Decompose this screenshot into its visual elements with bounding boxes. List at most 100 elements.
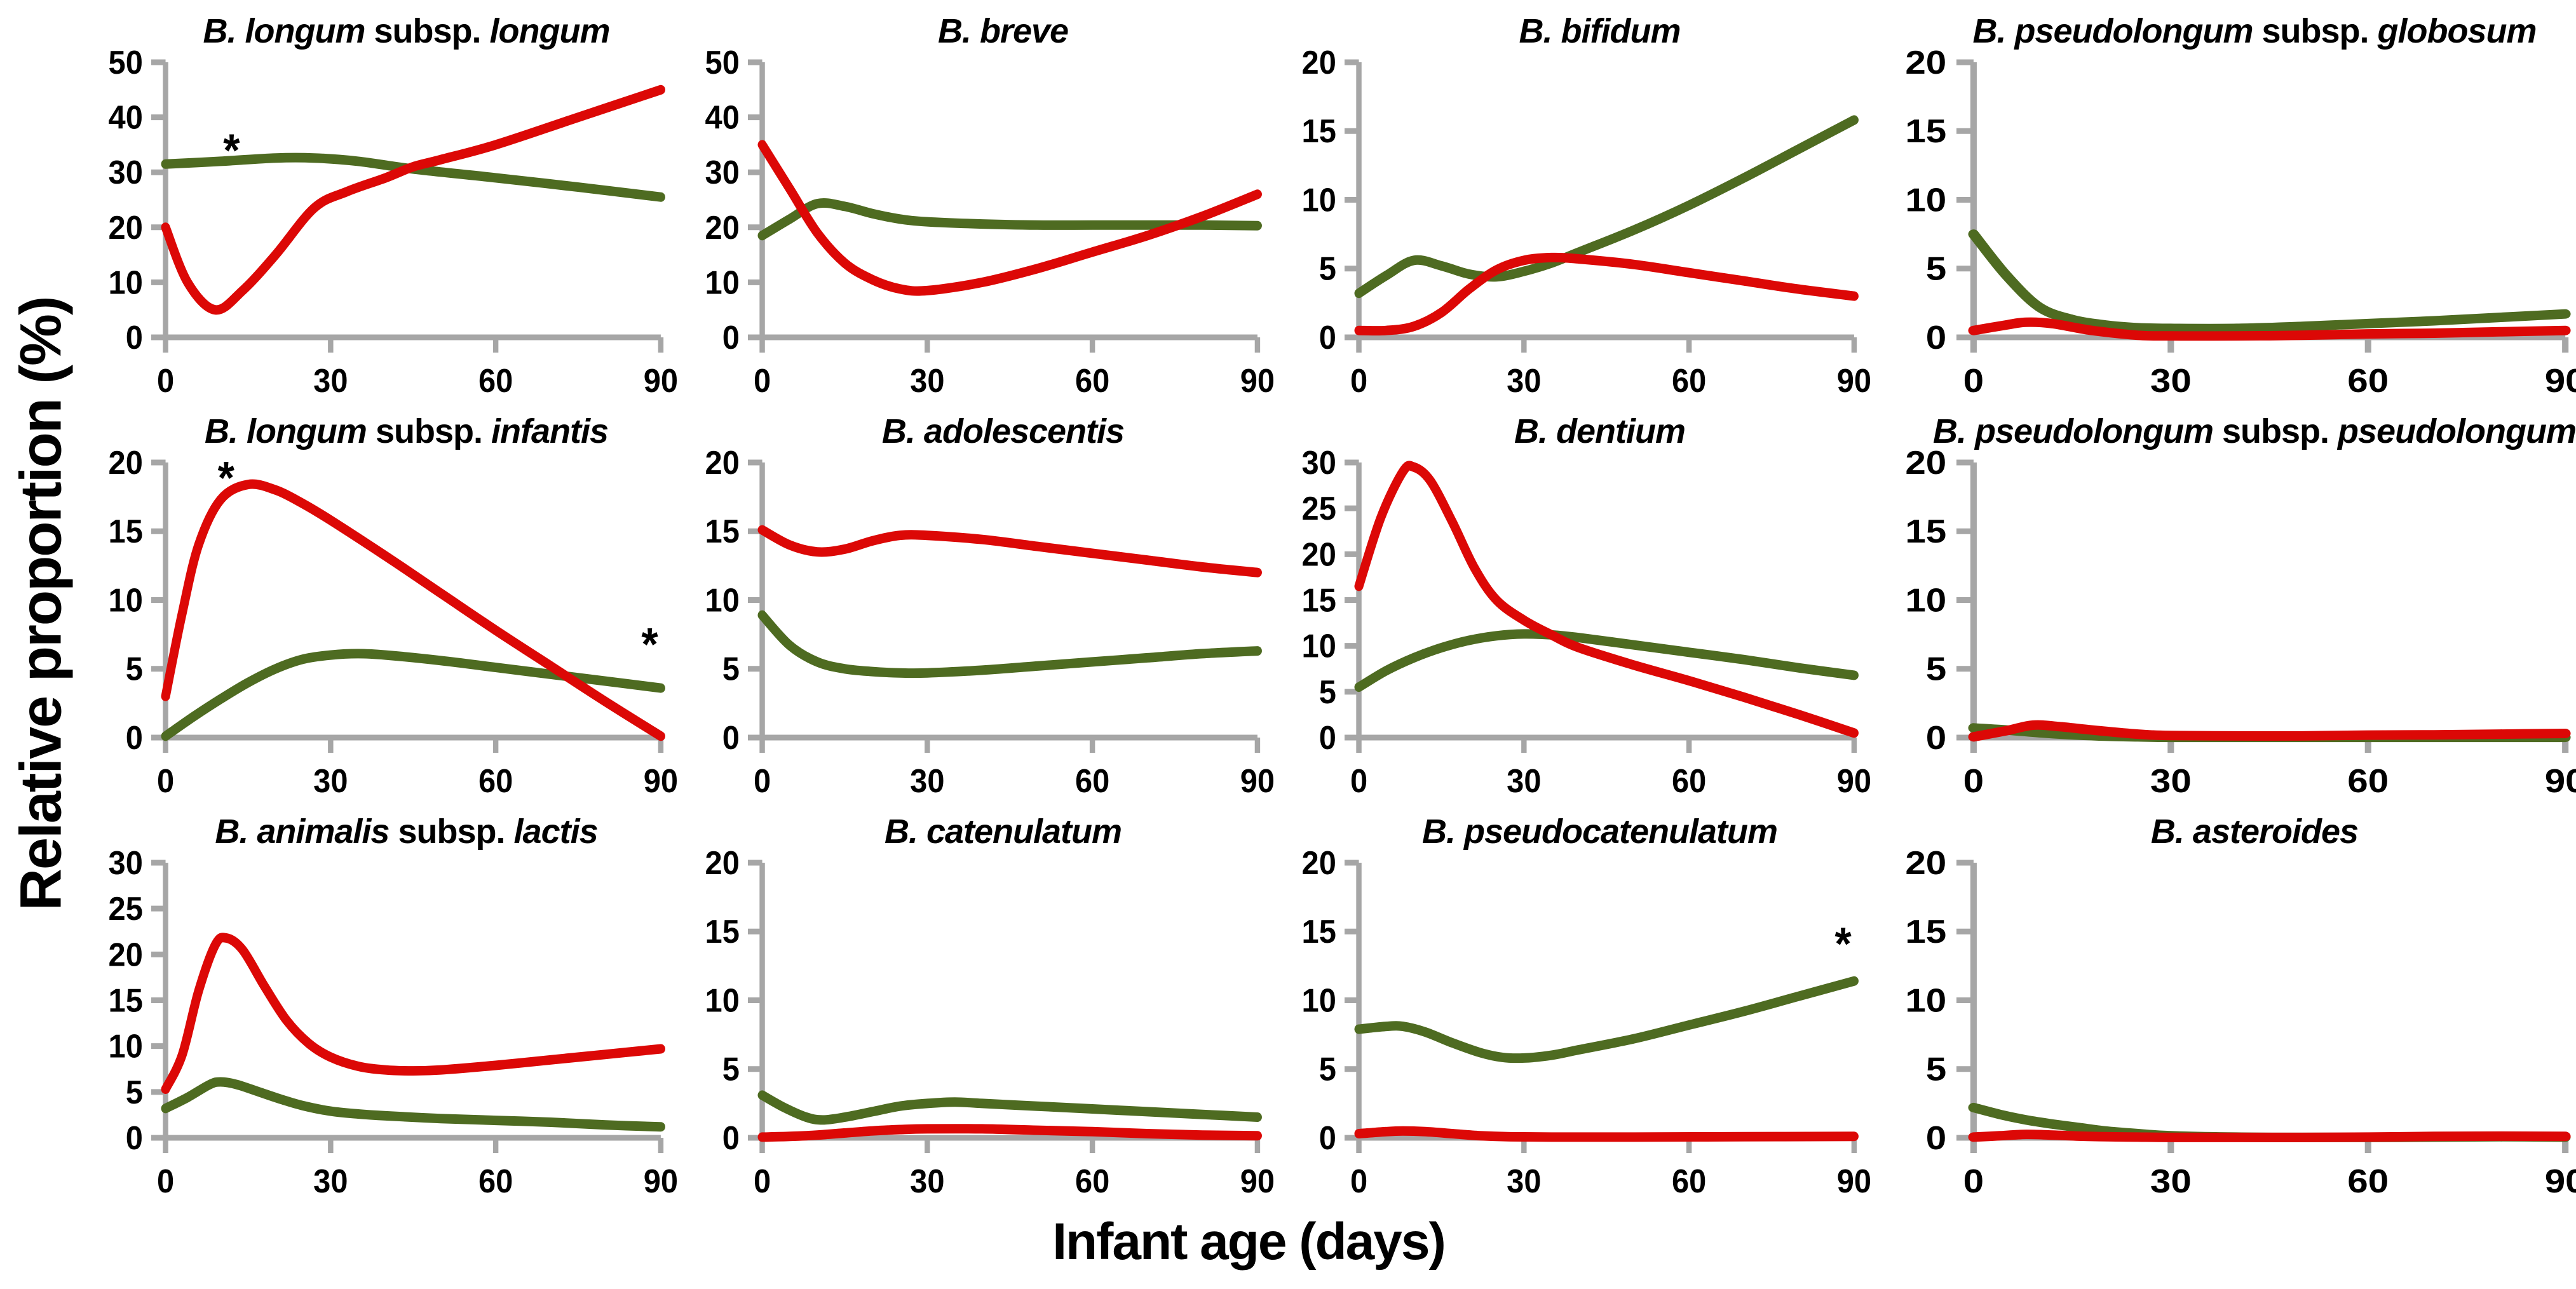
svg-text:10: 10 (1905, 982, 1946, 1018)
panel-title-subsp: subsp. (375, 412, 483, 450)
panel-title-species: B. pseudocatenulatum (1421, 813, 1778, 851)
svg-text:0: 0 (1926, 319, 1946, 356)
panel-title-subspecies: lactis (513, 813, 599, 851)
panel-title: B. breve (670, 5, 1266, 55)
svg-text:30: 30 (910, 762, 944, 800)
panel-title-subsp: subsp. (374, 12, 481, 50)
svg-text:20: 20 (1302, 44, 1336, 81)
svg-text:0: 0 (1926, 719, 1946, 756)
svg-text:20: 20 (1302, 844, 1336, 882)
panel-title-species: B. longum (203, 12, 366, 50)
svg-text:60: 60 (1075, 362, 1109, 400)
svg-text:30: 30 (1507, 1163, 1541, 1200)
panel-title: B. animalis subsp. lactis (73, 806, 670, 855)
panel-title-species: B. catenulatum (884, 813, 1122, 851)
chart-panel: B. catenulatum 0 5 10 15 20 0 30 60 90 (670, 806, 1275, 1206)
svg-text:60: 60 (2347, 1163, 2389, 1199)
svg-text:30: 30 (910, 362, 944, 400)
panel-title-species: B. asteroides (2150, 813, 2359, 851)
panel-title-subsp: subsp. (2261, 12, 2369, 50)
svg-text:*: * (223, 125, 240, 176)
chart-panel: B. longum subsp. infantis 0 5 10 15 20 0 30 60 9… (73, 405, 679, 806)
svg-text:90: 90 (2545, 762, 2576, 799)
plot-area: 0 5 10 15 20 0 30 60 90 (1905, 444, 2576, 799)
plot-area: 0 5 10 15 20 0 30 60 90 (1302, 44, 1872, 400)
svg-text:25: 25 (1302, 490, 1336, 527)
panel-title-species: B. animalis (215, 813, 390, 851)
svg-text:5: 5 (1926, 651, 1946, 687)
panel-title-subspecies: globosum (2377, 12, 2537, 50)
y-axis-label-container: Relative proportion (%) (0, 0, 83, 1207)
svg-text:15: 15 (1905, 112, 1946, 149)
svg-text:10: 10 (109, 264, 143, 301)
chart-panel: B. animalis subsp. lactis 0 5 10 15 20 25 30 0 3… (73, 806, 679, 1206)
panel-title: B. pseudolongum subsp. globosum (1863, 5, 2576, 55)
panel-title-species: B. pseudolongum (1972, 12, 2253, 50)
panel-grid: B. longum subsp. longum 0 10 20 30 40 50 0 30 60… (73, 5, 2576, 1206)
plot-area: 0 5 10 15 20 25 30 0 30 60 90 (109, 844, 679, 1200)
svg-text:5: 5 (1926, 250, 1946, 287)
chart-panel: B. bifidum 0 5 10 15 20 0 30 60 90 (1266, 5, 1872, 405)
svg-text:0: 0 (1963, 362, 1984, 399)
chart-panel: B. pseudolongum subsp. globosum 0 5 10 15 20… (1863, 5, 2576, 405)
svg-text:10: 10 (1302, 982, 1336, 1019)
svg-text:15: 15 (1302, 581, 1336, 619)
svg-text:60: 60 (1075, 1163, 1109, 1200)
svg-text:30: 30 (2150, 362, 2192, 399)
svg-text:*: * (641, 619, 658, 670)
svg-text:25: 25 (109, 890, 143, 928)
plot-area: 0 5 10 15 20 0 30 60 90 (705, 844, 1275, 1200)
svg-text:30: 30 (705, 154, 740, 191)
panel-title-species: B. bifidum (1519, 12, 1681, 50)
svg-text:90: 90 (2545, 1163, 2576, 1199)
svg-text:60: 60 (2347, 762, 2389, 799)
svg-text:90: 90 (644, 362, 678, 400)
svg-text:10: 10 (705, 581, 740, 619)
svg-text:30: 30 (313, 362, 348, 400)
svg-text:0: 0 (754, 1163, 771, 1200)
svg-text:60: 60 (478, 1163, 513, 1200)
svg-text:15: 15 (1905, 513, 1946, 550)
svg-text:5: 5 (126, 650, 143, 687)
svg-text:20: 20 (109, 444, 143, 482)
svg-text:60: 60 (1672, 362, 1706, 400)
svg-text:60: 60 (2347, 362, 2389, 399)
plot-area: 0 10 20 30 40 50 0 30 60 90 (705, 44, 1275, 400)
panel-title: B. catenulatum (670, 806, 1266, 855)
panel-title: B. asteroides (1863, 806, 2576, 855)
svg-text:10: 10 (705, 264, 740, 301)
svg-text:10: 10 (1905, 581, 1946, 618)
panel-title-species: B. longum (204, 412, 367, 450)
chart-panel: B. dentium 0 5 10 15 20 25 30 0 30 60 90 (1266, 405, 1872, 806)
svg-text:60: 60 (478, 362, 513, 400)
svg-text:20: 20 (705, 844, 740, 882)
svg-text:50: 50 (705, 44, 740, 81)
panel-title: B. longum subsp. infantis (73, 405, 670, 455)
plot-area: 0 5 10 15 20 0 30 60 90 * * (109, 444, 679, 800)
svg-text:0: 0 (754, 762, 771, 800)
svg-text:0: 0 (1350, 762, 1367, 800)
svg-text:5: 5 (126, 1073, 143, 1110)
svg-text:90: 90 (1837, 362, 1871, 400)
y-axis-label: Relative proportion (%) (8, 296, 74, 911)
svg-text:0: 0 (722, 319, 740, 356)
panel-title: B. adolescentis (670, 405, 1266, 455)
svg-text:15: 15 (1302, 913, 1336, 950)
svg-text:60: 60 (478, 762, 513, 800)
svg-text:90: 90 (644, 1163, 678, 1200)
svg-text:0: 0 (722, 719, 740, 757)
svg-text:20: 20 (705, 444, 740, 482)
svg-text:30: 30 (109, 154, 143, 191)
svg-text:90: 90 (1240, 762, 1275, 800)
svg-text:50: 50 (109, 44, 143, 81)
svg-text:20: 20 (705, 208, 740, 246)
plot-area: 0 5 10 15 20 0 30 60 90 (1905, 844, 2576, 1199)
svg-text:60: 60 (1672, 1163, 1706, 1200)
svg-text:30: 30 (313, 762, 348, 800)
svg-text:5: 5 (1319, 1050, 1336, 1088)
svg-text:10: 10 (1905, 181, 1946, 218)
svg-text:0: 0 (126, 319, 143, 356)
svg-text:30: 30 (2150, 1163, 2192, 1199)
svg-text:20: 20 (109, 208, 143, 246)
svg-text:0: 0 (1350, 1163, 1367, 1200)
